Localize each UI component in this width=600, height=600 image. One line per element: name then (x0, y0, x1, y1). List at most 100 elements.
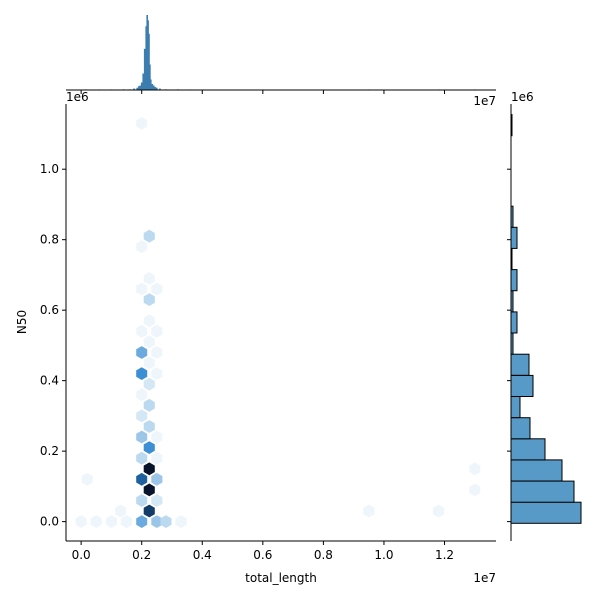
hexbin-cell (151, 346, 163, 359)
y-offset-label: 1e6 (66, 90, 89, 104)
hexbin-cell (151, 451, 163, 465)
hexbin-cell (151, 430, 163, 444)
hexbin-cell (136, 430, 148, 444)
y-tick-label: 0.0 (40, 515, 59, 529)
hexbin-cell (136, 240, 148, 254)
top-marginal-histogram (84, 15, 476, 91)
top-hist-bar (154, 87, 157, 90)
hexbin-cell (151, 367, 163, 380)
hexbin-cell (363, 504, 375, 518)
hexbin-cell (143, 420, 155, 433)
side-hist-bar (510, 501, 582, 524)
top-hist-bar (150, 79, 152, 90)
hexbin-cell (136, 282, 148, 296)
hexbin-cell (81, 472, 93, 486)
hexbin-cell (143, 229, 155, 243)
hexbin-cell (143, 335, 155, 349)
side-hist-bar (510, 311, 518, 334)
top-hist-ticks (80, 90, 446, 94)
y-axis-ticks: 0.0 0.2 0.4 0.6 0.8 1.0 (40, 162, 66, 529)
hexbin-cell (105, 515, 117, 528)
top-hist-bar (151, 84, 154, 90)
y-axis-label: N50 (15, 310, 29, 334)
top-hist-bar (156, 87, 158, 91)
side-hist-bar (510, 459, 563, 482)
side-hist-bar (510, 269, 518, 292)
hexbin-cell (151, 515, 163, 528)
top-hist-bar (137, 86, 140, 91)
top-hist-bar (147, 20, 149, 91)
side-hist-bar (510, 374, 534, 397)
x-tick-label: 1.0 (374, 548, 393, 562)
top-hist-bar (140, 82, 143, 90)
x-tick-label: 0.4 (193, 548, 212, 562)
x-tick-label: 1.2 (435, 548, 454, 562)
hexbin-cell (75, 515, 87, 528)
x-axis-ticks: 0.0 0.2 0.4 0.6 0.8 1.0 1.2 (72, 541, 454, 562)
x-tick-label: 0.6 (253, 548, 272, 562)
y-tick-label: 0.6 (40, 303, 59, 317)
top-hist-bar (139, 85, 141, 90)
side-offset-label: 1e6 (511, 90, 534, 104)
hexbin-cell (136, 409, 148, 423)
hexbin-cell (136, 367, 148, 380)
side-hist-bar (510, 417, 531, 440)
hexbin-cell (175, 515, 187, 528)
hexbin-cell (136, 346, 148, 359)
hexbin-cell (432, 504, 444, 518)
hexbin-cell (121, 515, 133, 528)
hexbin-cell (143, 314, 155, 328)
hexbin-cell (143, 462, 155, 476)
top-hist-bar (145, 26, 147, 91)
hexbin-cell (143, 483, 155, 497)
hexbin-cell (136, 324, 148, 338)
top-hist-bar (133, 88, 135, 90)
side-marginal-histogram (510, 114, 582, 524)
hexbin-cell (136, 472, 148, 486)
hexbin-cell (136, 117, 148, 130)
hexbin-cell (115, 504, 126, 518)
hexbin-cell (136, 388, 148, 402)
x-tick-label: 0.8 (314, 548, 333, 562)
top-hist-bar (142, 73, 144, 90)
hexbin-cell (143, 272, 155, 285)
hexbin-cell (151, 472, 163, 486)
hexbin-cell (143, 293, 155, 306)
hexbin-cell (143, 441, 155, 454)
hexbin-cell (136, 515, 148, 528)
x-offset-label: 1e7 (473, 571, 496, 585)
side-hist-bar (510, 396, 521, 419)
top-hist-bar (159, 88, 161, 90)
hexbin-cell (151, 494, 163, 507)
side-hist-bar (510, 353, 530, 376)
hexbin-cell (151, 324, 163, 338)
hexbin-cell (143, 377, 155, 391)
top-hist-bar (136, 87, 138, 91)
top-hist-bar (146, 15, 148, 90)
hexbin-cell (136, 494, 148, 507)
hexbin-cell (143, 398, 155, 412)
top-hist-bar (148, 33, 150, 91)
top-hist-bar (153, 85, 155, 90)
hexbin-cell (136, 451, 148, 465)
x-axis-label: total_length (245, 571, 317, 585)
top-hist-bar (149, 64, 151, 90)
hexbin-cell (160, 515, 172, 528)
x-tick-label: 0.0 (72, 548, 91, 562)
hexbin-cell (469, 483, 481, 497)
hexbin-cell (90, 515, 102, 528)
side-hist-bar (510, 226, 518, 249)
top-hist-bar (143, 48, 146, 91)
y-tick-label: 1.0 (40, 162, 59, 176)
side-hist-bar (510, 438, 546, 461)
hexbin-cell (143, 356, 155, 370)
x-tick-label: 0.2 (132, 548, 151, 562)
y-tick-label: 0.8 (40, 233, 59, 247)
y-tick-label: 0.4 (40, 374, 59, 388)
side-hist-bar (510, 480, 575, 503)
hexbin-cell (151, 282, 163, 296)
top-offset-label: 1e7 (473, 94, 496, 108)
side-hist-ticks (507, 168, 511, 523)
y-tick-label: 0.2 (40, 444, 59, 458)
